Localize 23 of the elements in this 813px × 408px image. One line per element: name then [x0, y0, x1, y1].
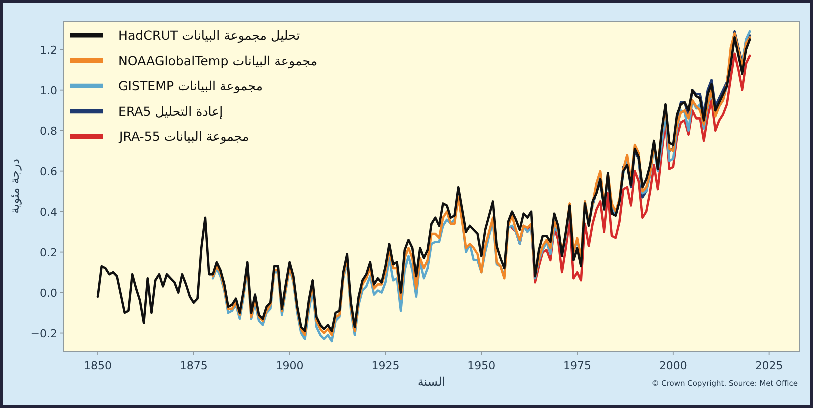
y-tick-label: 0.0 [40, 286, 58, 300]
x-tick-label: 1900 [276, 360, 304, 372]
y-tick-label: 0.4 [40, 206, 58, 219]
legend-label: مجموعة البيانات NOAAGlobalTemp [118, 53, 318, 70]
x-tick-label: 2025 [755, 360, 784, 372]
x-tick-label: 1875 [180, 360, 208, 372]
y-tick-label: 0.6 [40, 165, 58, 178]
x-tick-label: 1975 [564, 360, 592, 372]
legend-label: مجموعة البيانات GISTEMP [118, 78, 263, 95]
x-tick-label: 1850 [84, 360, 112, 372]
legend-label: تحليل مجموعة البيانات HadCRUT [118, 28, 301, 44]
y-tick-label: 1.0 [40, 84, 58, 98]
x-tick-label: 1950 [468, 360, 496, 372]
legend-label: مجموعة البيانات JRA-55 [118, 129, 250, 146]
x-axis-title: السنة [418, 375, 446, 389]
y-axis-title: درجة مئوية [8, 159, 22, 214]
y-tick-label: −0.2 [30, 327, 58, 340]
y-tick-label: 0.8 [40, 124, 58, 138]
y-tick-label: 1.2 [40, 44, 58, 57]
x-tick-label: 1925 [372, 360, 400, 372]
legend-label: إعادة التحليل ERA5 [118, 104, 224, 120]
y-tick-label: 0.2 [40, 246, 58, 260]
x-tick-label: 2000 [659, 360, 688, 372]
